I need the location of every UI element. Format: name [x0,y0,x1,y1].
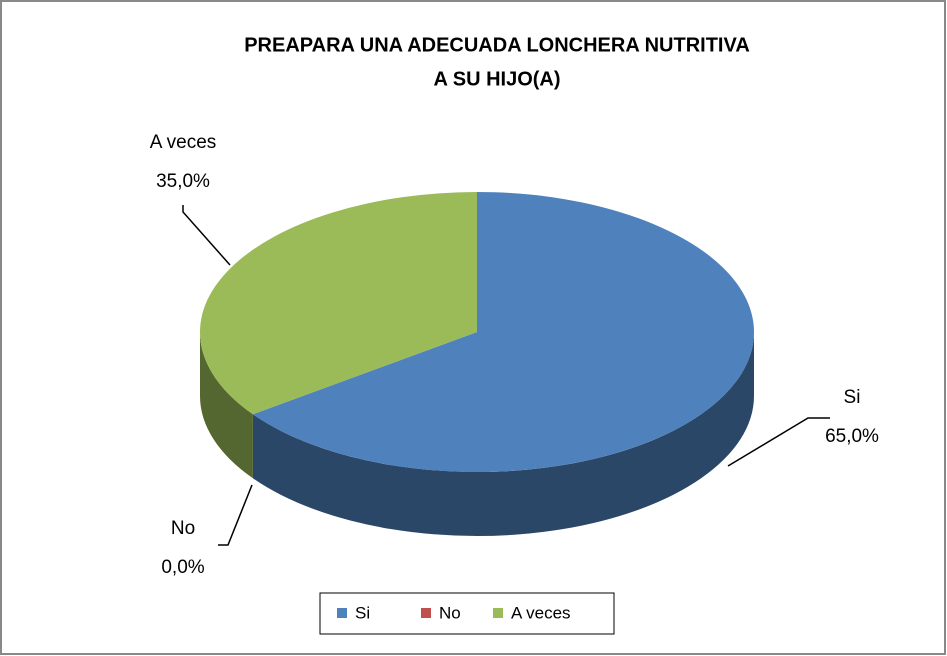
data-label-value: 65,0% [825,426,879,447]
legend-box [319,592,615,635]
legend-label: No [439,603,461,622]
leader-line [218,484,253,546]
chart-title: A SU HIJO(A) [433,68,560,90]
legend-swatch [421,608,431,618]
legend-label: Si [355,603,370,622]
data-label-name: No [171,518,195,539]
pie-slice [252,192,754,472]
data-label-name: Si [844,387,861,408]
data-label-value: 0,0% [161,557,204,578]
data-label-name: A veces [150,132,217,153]
data-label-value: 35,0% [156,171,210,192]
chart-title: PREAPARA UNA ADECUADA LONCHERA NUTRITIVA [244,34,750,56]
legend-label: A veces [511,603,571,622]
legend-swatch [493,608,503,618]
legend-swatch [337,608,347,618]
slice-side [252,332,755,536]
leader-line [727,417,830,467]
pie-slice [199,192,477,415]
slice-side [200,332,253,479]
leader-line [182,205,231,266]
